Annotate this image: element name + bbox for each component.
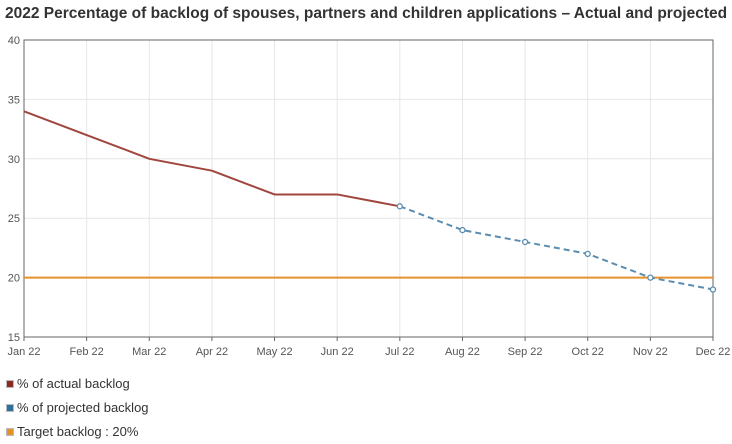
series-line-0	[23, 110, 401, 208]
y-tick-label-15: 15	[8, 332, 20, 344]
axis-layer	[23, 39, 714, 341]
y-tick-label-20: 20	[8, 273, 20, 285]
label-layer: 15 20 25 30 35 40 Jan 22 Feb 22 Mar 22 Apr 22 May …	[7, 35, 730, 358]
legend-item-projected[interactable]: % of projected backlog	[6, 396, 149, 420]
x-tick-label-6: Jul 22	[385, 346, 414, 358]
x-tick-label-4: May 22	[257, 346, 293, 358]
x-tick-label-9: Oct 22	[572, 346, 604, 358]
y-tick-label-30: 30	[8, 154, 20, 166]
x-tick-label-11: Dec 22	[696, 346, 731, 358]
legend-label-target: Target backlog : 20%	[17, 424, 139, 439]
legend-item-actual[interactable]: % of actual backlog	[6, 372, 149, 396]
legend-item-target[interactable]: Target backlog : 20%	[6, 420, 149, 444]
legend-swatch-projected	[6, 404, 14, 412]
x-tick-label-8: Sep 22	[508, 346, 543, 358]
series-layer	[23, 110, 717, 293]
series-point-1-8	[521, 238, 529, 246]
x-tick-label-7: Aug 22	[445, 346, 480, 358]
series-line-1	[399, 205, 714, 291]
legend: % of actual backlog % of projected backl…	[6, 372, 149, 444]
x-tick-label-1: Feb 22	[70, 346, 104, 358]
series-point-1-10	[647, 274, 654, 281]
plot-border	[23, 39, 714, 338]
chart-title: 2022 Percentage of backlog of spouses, p…	[5, 5, 728, 22]
x-tick-label-3: Apr 22	[196, 346, 228, 358]
series-point-1-11	[709, 286, 717, 293]
legend-swatch-actual	[6, 380, 14, 388]
y-tick-label-35: 35	[8, 94, 20, 106]
y-tick-label-25: 25	[8, 213, 20, 225]
x-tick-label-5: Jun 22	[321, 346, 354, 358]
legend-swatch-target	[6, 428, 14, 436]
series-point-1-6	[396, 203, 403, 210]
x-tick-label-10: Nov 22	[633, 346, 668, 358]
legend-label-actual: % of actual backlog	[17, 376, 130, 391]
y-tick-label-40: 40	[8, 35, 20, 47]
grid-layer	[23, 39, 714, 338]
line-chart: 15 20 25 30 35 40 Jan 22 Feb 22 Mar 22 Apr 22 May …	[7, 35, 730, 358]
series-point-1-7	[459, 226, 466, 234]
legend-label-projected: % of projected backlog	[17, 400, 149, 415]
series-point-1-9	[584, 250, 591, 257]
x-tick-label-2: Mar 22	[132, 346, 166, 358]
x-tick-label-0: Jan 22	[7, 346, 40, 358]
